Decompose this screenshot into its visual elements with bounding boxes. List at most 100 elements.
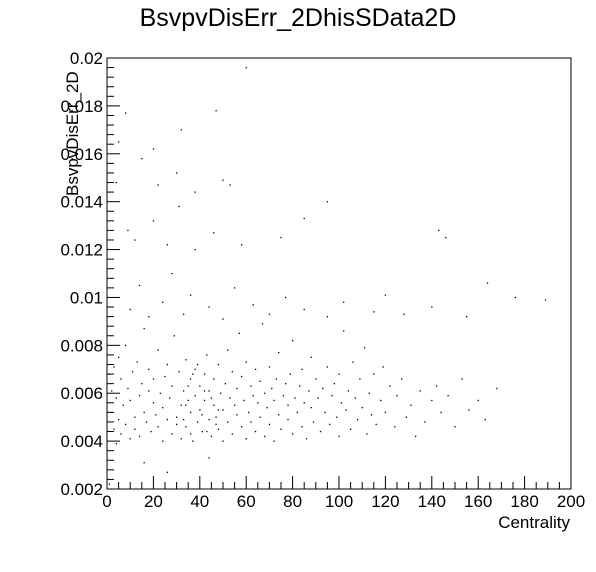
data-point bbox=[401, 378, 403, 380]
data-point bbox=[134, 239, 136, 241]
data-point bbox=[454, 426, 456, 428]
data-point bbox=[294, 397, 296, 399]
data-point bbox=[240, 375, 243, 378]
data-point bbox=[176, 416, 178, 418]
data-point bbox=[208, 390, 210, 392]
data-point bbox=[303, 217, 305, 220]
data-point bbox=[354, 397, 356, 399]
data-point bbox=[308, 390, 310, 392]
data-point bbox=[120, 378, 122, 380]
y-axis-label: BsvpvDisErr_2D bbox=[63, 71, 82, 196]
data-point bbox=[384, 294, 387, 296]
data-point bbox=[194, 395, 196, 397]
data-point bbox=[208, 418, 210, 421]
data-point bbox=[134, 428, 136, 430]
data-point bbox=[419, 390, 421, 392]
data-point bbox=[445, 236, 447, 239]
data-point bbox=[424, 421, 426, 423]
data-point bbox=[261, 323, 264, 325]
data-point bbox=[150, 430, 152, 433]
data-point bbox=[322, 387, 324, 390]
data-point bbox=[285, 296, 287, 299]
data-point bbox=[447, 395, 449, 397]
data-point bbox=[118, 418, 120, 421]
data-point bbox=[231, 433, 233, 435]
data-point bbox=[326, 201, 329, 203]
data-point bbox=[326, 316, 329, 318]
x-tick-label: 20 bbox=[144, 492, 163, 511]
data-point bbox=[152, 148, 155, 150]
data-point bbox=[331, 395, 333, 397]
data-point bbox=[115, 442, 117, 445]
data-point bbox=[438, 229, 440, 232]
data-point bbox=[271, 387, 273, 390]
data-point bbox=[189, 433, 192, 435]
data-point bbox=[287, 404, 289, 406]
data-point bbox=[118, 141, 120, 143]
data-point bbox=[215, 423, 217, 426]
chart-title: BsvpvDisErr_2DhisSData2D bbox=[139, 4, 457, 32]
x-tick-label: 180 bbox=[510, 492, 538, 511]
data-point bbox=[368, 392, 370, 394]
data-point bbox=[138, 435, 141, 438]
data-point bbox=[131, 371, 134, 373]
data-point bbox=[141, 383, 143, 385]
y-tick-label: 0.006 bbox=[60, 384, 103, 403]
data-point bbox=[138, 395, 141, 397]
data-point bbox=[336, 416, 338, 418]
data-point bbox=[199, 409, 201, 411]
data-point bbox=[301, 426, 303, 428]
data-point bbox=[373, 373, 375, 375]
data-point bbox=[257, 402, 259, 404]
data-point bbox=[303, 402, 305, 404]
data-point bbox=[343, 330, 345, 332]
data-point bbox=[310, 356, 312, 359]
data-point bbox=[108, 483, 111, 485]
data-point bbox=[213, 404, 215, 406]
data-point bbox=[431, 306, 433, 308]
data-point bbox=[210, 435, 213, 438]
data-point bbox=[236, 414, 238, 416]
data-point bbox=[182, 418, 185, 421]
data-point bbox=[129, 399, 131, 402]
data-point bbox=[185, 426, 187, 428]
data-point bbox=[194, 191, 196, 193]
data-point bbox=[222, 318, 224, 320]
data-point bbox=[403, 313, 405, 315]
data-point bbox=[176, 423, 178, 426]
data-point bbox=[166, 418, 169, 421]
data-point bbox=[176, 172, 178, 174]
data-point bbox=[143, 327, 145, 330]
data-point bbox=[229, 184, 231, 186]
data-point bbox=[396, 395, 398, 397]
data-point bbox=[338, 373, 340, 375]
data-point bbox=[268, 366, 271, 368]
data-point bbox=[217, 363, 220, 366]
y-tick-label: 0.02 bbox=[70, 49, 103, 68]
data-point bbox=[236, 387, 238, 390]
data-point bbox=[208, 306, 210, 308]
data-point bbox=[298, 385, 301, 387]
data-point bbox=[185, 359, 187, 361]
data-point bbox=[138, 284, 141, 287]
data-point bbox=[238, 332, 240, 335]
data-point bbox=[405, 416, 407, 418]
y-tick-label: 0.002 bbox=[60, 480, 103, 499]
data-point bbox=[148, 316, 150, 318]
x-axis-label: Centrality bbox=[498, 513, 570, 532]
y-tick-label: 0.008 bbox=[60, 336, 103, 355]
data-point bbox=[266, 406, 268, 409]
data-point bbox=[180, 129, 182, 131]
data-point bbox=[166, 244, 169, 246]
data-point bbox=[185, 404, 187, 406]
x-tick-label: 160 bbox=[464, 492, 492, 511]
data-point bbox=[370, 414, 373, 416]
data-point bbox=[468, 409, 470, 411]
data-point bbox=[245, 438, 247, 440]
x-tick-label: 200 bbox=[557, 492, 585, 511]
data-point bbox=[136, 361, 138, 363]
data-point bbox=[496, 387, 498, 390]
data-point bbox=[466, 316, 468, 318]
data-point bbox=[319, 430, 322, 433]
data-point bbox=[273, 399, 275, 402]
